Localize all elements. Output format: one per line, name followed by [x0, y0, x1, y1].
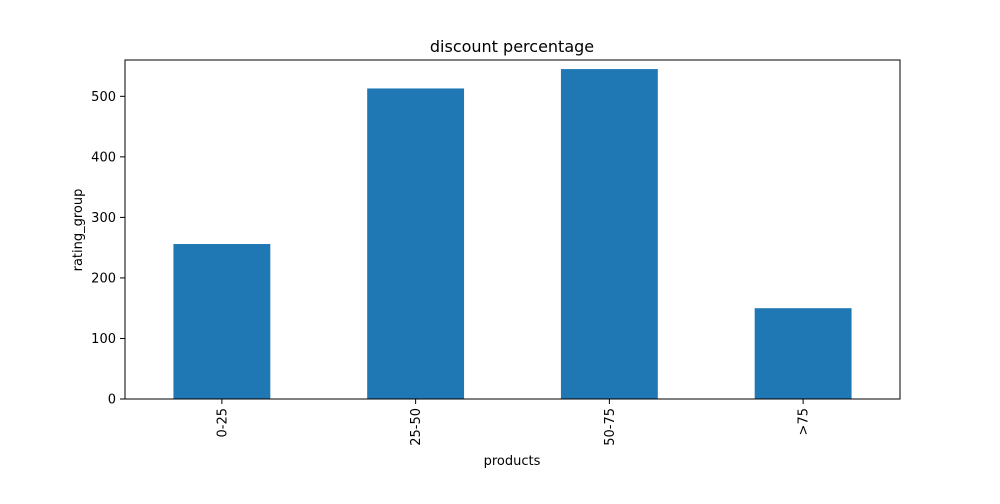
y-axis-ticks: 0 100 200 300 400 500: [91, 90, 125, 408]
y-tick-label: 400: [91, 150, 116, 165]
x-tick-label: 50-75: [603, 408, 618, 446]
bar-75: [754, 308, 852, 399]
y-tick-label: 100: [91, 332, 116, 347]
y-tick-label: 200: [91, 271, 116, 286]
bar-25-50: [367, 88, 465, 399]
y-axis-label: rating_group: [71, 189, 86, 272]
bar-0-25: [173, 244, 271, 399]
bars-group: [173, 69, 852, 400]
x-tick-label: 25-50: [409, 408, 424, 446]
bar-50-75: [560, 69, 658, 400]
x-axis-ticks: 0-25 25-50 50-75 >75: [215, 399, 812, 446]
x-tick-label: 0-25: [215, 408, 230, 438]
y-tick-label: 0: [108, 393, 116, 408]
x-tick-label: >75: [797, 408, 812, 435]
y-tick-label: 300: [91, 211, 116, 226]
y-tick-label: 500: [91, 90, 116, 105]
chart-title: discount percentage: [430, 37, 594, 56]
plot-frame: [124, 59, 901, 400]
x-axis-label: products: [484, 454, 541, 469]
